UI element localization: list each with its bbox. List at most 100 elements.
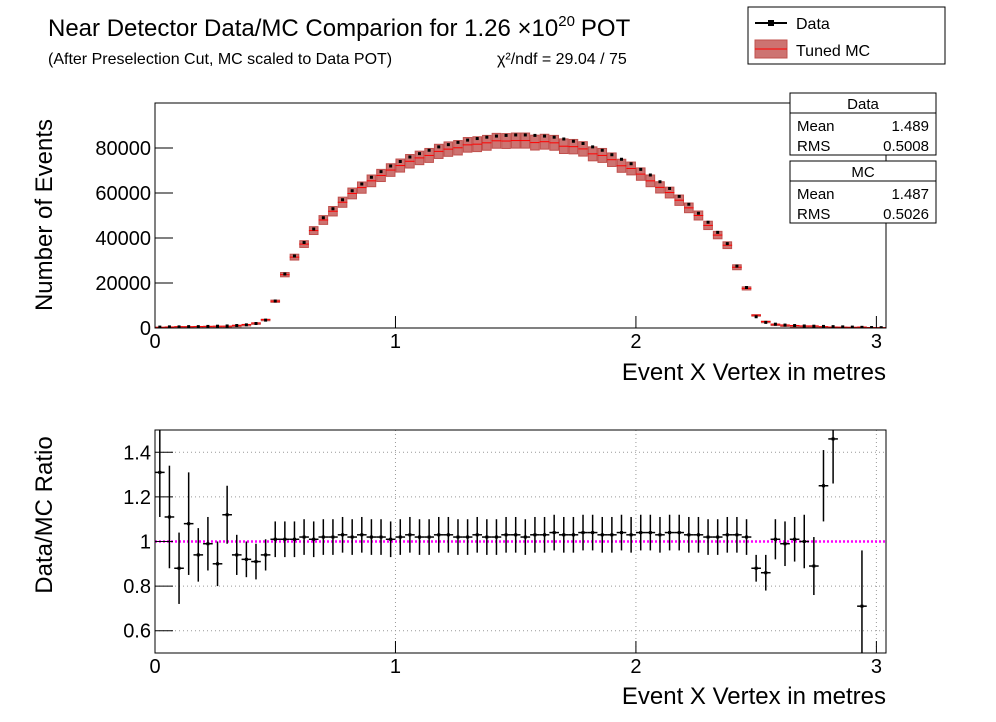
- data-point: [658, 180, 662, 184]
- ratio-marker: [350, 535, 354, 539]
- data-point: [331, 207, 335, 211]
- stats-key: RMS: [797, 206, 830, 223]
- stats-value: 1.489: [891, 118, 929, 135]
- data-point: [235, 324, 239, 328]
- ratio-marker: [831, 437, 835, 441]
- data-point: [244, 323, 248, 327]
- data-point: [648, 173, 652, 177]
- data-point: [475, 137, 479, 141]
- data-point: [418, 152, 422, 156]
- ratio-marker: [341, 533, 345, 537]
- x-tick-label: 2: [630, 656, 641, 678]
- data-point: [312, 227, 316, 231]
- data-point: [571, 139, 575, 143]
- data-point: [870, 326, 874, 328]
- ratio-marker: [283, 537, 287, 541]
- ratio-marker: [706, 535, 710, 539]
- data-point: [408, 155, 412, 159]
- ratio-marker: [533, 533, 537, 537]
- ratio-marker: [494, 535, 498, 539]
- data-point: [437, 145, 441, 149]
- ratio-marker: [379, 535, 383, 539]
- ratio-marker: [235, 553, 239, 557]
- ratio-marker: [273, 537, 277, 541]
- data-point: [677, 194, 681, 198]
- y-tick-label: 0.6: [123, 621, 151, 643]
- stats-key: Mean: [797, 186, 835, 203]
- stats-box: [789, 92, 937, 156]
- data-point: [177, 325, 181, 328]
- ratio-marker: [802, 540, 806, 543]
- legend-label: Tuned MC: [796, 43, 870, 60]
- ratio-marker: [427, 535, 431, 539]
- top-plot-area: [155, 132, 886, 328]
- ratio-marker: [677, 531, 681, 535]
- x-tick-label: 1: [390, 331, 401, 353]
- data-point: [446, 143, 450, 147]
- data-point: [591, 145, 595, 149]
- y-tick-label: 60000: [95, 183, 151, 205]
- ratio-marker: [331, 535, 335, 539]
- data-point: [196, 325, 200, 328]
- data-point: [629, 162, 633, 166]
- ratio-marker: [466, 535, 470, 539]
- data-point: [687, 202, 691, 206]
- ratio-marker: [687, 533, 691, 537]
- data-point: [610, 153, 614, 157]
- ratio-marker: [581, 531, 585, 535]
- data-point: [706, 220, 710, 224]
- data-point: [745, 286, 749, 289]
- data-point: [427, 148, 431, 152]
- data-point: [225, 324, 229, 328]
- ratio-marker: [302, 535, 306, 539]
- ratio-marker: [543, 533, 547, 537]
- data-point: [514, 133, 518, 137]
- ratio-marker: [773, 537, 777, 541]
- y-tick-label: 20000: [95, 273, 151, 295]
- data-point: [273, 299, 277, 303]
- data-point: [466, 138, 470, 142]
- y-axis-label: Number of Events: [31, 119, 58, 311]
- title-main: Near Detector Data/MC Comparion for 1.26…: [48, 15, 558, 42]
- data-point: [562, 137, 566, 141]
- data-point: [696, 211, 700, 215]
- x-tick-label: 1: [390, 656, 401, 678]
- y-tick-label: 0.8: [123, 576, 151, 598]
- y-axis-label: Data/MC Ratio: [31, 436, 58, 593]
- data-point: [321, 216, 325, 220]
- title-exponent: 20: [558, 13, 575, 30]
- data-point: [292, 254, 296, 258]
- ratio-marker: [658, 533, 662, 537]
- data-point: [860, 325, 864, 328]
- ratio-marker: [216, 562, 220, 566]
- data-point: [783, 323, 787, 327]
- ratio-marker: [504, 533, 508, 537]
- ratio-marker: [485, 535, 489, 539]
- ratio-marker: [360, 533, 364, 537]
- data-point: [456, 140, 460, 144]
- data-point: [504, 133, 508, 137]
- ratio-marker: [764, 571, 768, 575]
- ratio-marker: [475, 533, 479, 537]
- stats-value: 1.487: [891, 186, 929, 203]
- ratio-marker: [571, 533, 575, 537]
- ratio-marker: [292, 537, 296, 541]
- ratio-marker: [254, 560, 258, 564]
- ratio-marker: [369, 535, 373, 539]
- ratio-marker: [668, 531, 672, 535]
- ratio-marker: [437, 533, 441, 537]
- ratio-marker: [860, 604, 864, 608]
- x-axis-label: Event X Vertex in metres: [622, 359, 886, 386]
- ratio-marker: [600, 533, 604, 537]
- data-point: [841, 325, 845, 328]
- ratio-marker: [418, 535, 422, 539]
- data-point: [879, 326, 883, 328]
- ratio-marker: [187, 522, 191, 526]
- ratio-marker: [312, 537, 316, 541]
- data-point: [216, 324, 220, 328]
- data-point: [533, 133, 537, 137]
- ratio-marker: [629, 533, 633, 537]
- data-point: [485, 135, 489, 139]
- data-point: [283, 272, 287, 276]
- ratio-marker: [446, 533, 450, 537]
